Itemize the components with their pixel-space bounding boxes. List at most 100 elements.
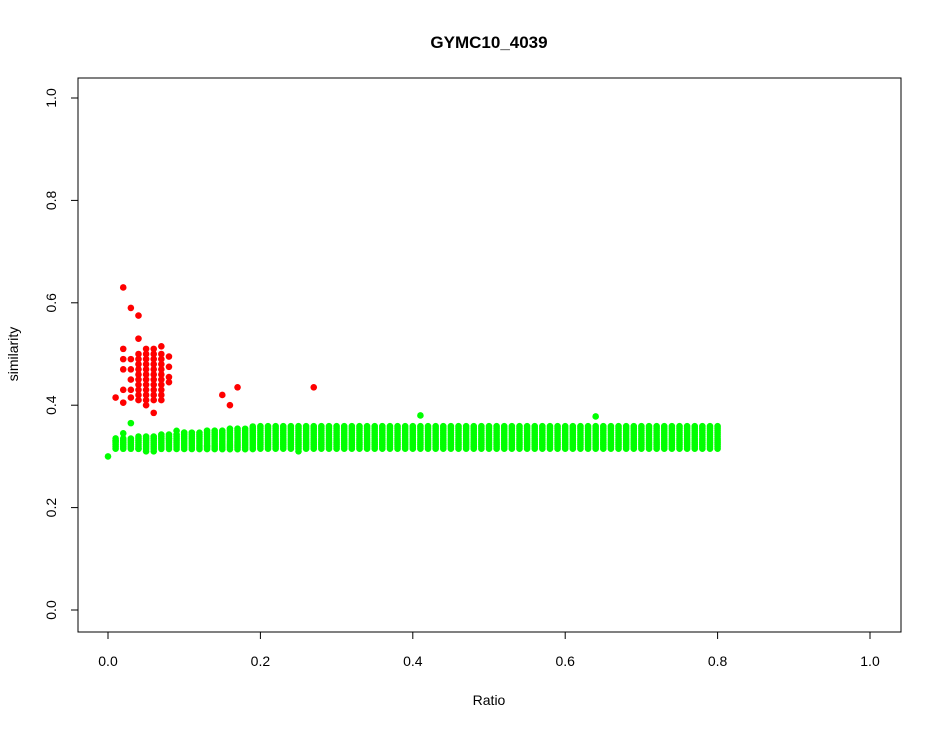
data-point bbox=[592, 413, 599, 420]
data-point bbox=[112, 394, 119, 401]
data-point bbox=[531, 422, 539, 430]
data-point bbox=[142, 391, 150, 399]
data-point bbox=[119, 435, 127, 442]
data-point bbox=[158, 343, 165, 350]
data-point bbox=[211, 427, 218, 434]
data-point bbox=[424, 422, 432, 430]
data-point bbox=[417, 422, 424, 430]
data-point bbox=[135, 312, 142, 319]
data-point bbox=[203, 427, 211, 434]
data-point bbox=[508, 422, 516, 430]
data-point bbox=[165, 378, 173, 386]
data-point bbox=[340, 422, 348, 430]
y-axis-label: similarity bbox=[5, 327, 21, 381]
data-point bbox=[348, 422, 356, 430]
data-point bbox=[158, 386, 165, 394]
chart-title: GYMC10_4039 bbox=[430, 33, 547, 52]
data-point bbox=[584, 422, 592, 430]
data-point bbox=[234, 383, 241, 391]
data-point bbox=[135, 445, 142, 453]
data-point bbox=[219, 427, 226, 434]
data-point bbox=[158, 376, 165, 383]
data-point bbox=[158, 431, 165, 438]
data-point bbox=[287, 422, 295, 430]
data-point bbox=[135, 391, 142, 399]
data-point bbox=[272, 422, 279, 430]
data-point bbox=[150, 345, 158, 353]
data-point bbox=[142, 350, 150, 358]
data-point bbox=[356, 422, 363, 430]
data-point bbox=[150, 447, 158, 455]
data-point bbox=[668, 422, 676, 430]
data-point bbox=[447, 422, 455, 430]
data-point bbox=[257, 422, 264, 430]
data-point bbox=[569, 422, 577, 430]
data-point bbox=[417, 412, 424, 419]
data-point bbox=[660, 422, 668, 430]
x-tick-label: 0.4 bbox=[403, 653, 423, 669]
data-point bbox=[409, 422, 417, 430]
data-point bbox=[165, 373, 173, 381]
data-point bbox=[691, 422, 699, 430]
data-point bbox=[119, 366, 127, 373]
data-point bbox=[158, 371, 165, 378]
data-point bbox=[683, 422, 691, 430]
data-point bbox=[363, 422, 371, 430]
data-point bbox=[333, 422, 340, 430]
data-point bbox=[142, 360, 150, 368]
data-point bbox=[135, 335, 142, 342]
data-point bbox=[219, 391, 226, 399]
data-point bbox=[401, 422, 409, 430]
data-point bbox=[135, 386, 142, 394]
data-point bbox=[142, 386, 150, 394]
data-point bbox=[135, 366, 142, 373]
data-point bbox=[432, 422, 439, 430]
data-point bbox=[127, 366, 135, 373]
data-point bbox=[310, 422, 318, 430]
data-point bbox=[577, 422, 584, 430]
data-point bbox=[561, 422, 569, 430]
data-point bbox=[295, 422, 302, 430]
data-point bbox=[142, 396, 150, 404]
data-point bbox=[264, 422, 272, 430]
data-point bbox=[226, 425, 234, 432]
data-point bbox=[180, 429, 188, 436]
y-tick-label: 0.2 bbox=[43, 498, 59, 518]
points-layer bbox=[104, 284, 721, 460]
data-point bbox=[234, 425, 241, 433]
data-point bbox=[615, 422, 622, 430]
data-point bbox=[325, 422, 333, 430]
data-point bbox=[127, 355, 135, 363]
x-tick-label: 0.0 bbox=[98, 653, 118, 669]
data-point bbox=[119, 430, 127, 437]
data-point bbox=[478, 422, 485, 430]
data-point bbox=[295, 447, 302, 455]
data-point bbox=[645, 422, 653, 430]
data-point bbox=[112, 437, 119, 445]
data-point bbox=[150, 396, 158, 404]
data-point bbox=[249, 423, 257, 430]
data-point bbox=[150, 366, 158, 373]
data-point bbox=[127, 419, 135, 427]
data-point bbox=[150, 409, 158, 417]
data-point bbox=[470, 442, 478, 450]
data-point bbox=[699, 422, 706, 430]
y-tick-label: 0.4 bbox=[43, 395, 59, 415]
data-point bbox=[104, 453, 112, 460]
x-tick-label: 0.6 bbox=[555, 653, 575, 669]
data-point bbox=[142, 345, 150, 353]
data-point bbox=[158, 360, 165, 368]
data-point bbox=[554, 422, 561, 430]
data-point bbox=[630, 422, 638, 430]
data-point bbox=[150, 371, 158, 378]
data-point bbox=[158, 391, 165, 399]
y-tick-label: 1.0 bbox=[43, 88, 59, 108]
data-point bbox=[150, 386, 158, 394]
data-point bbox=[607, 422, 615, 430]
data-point bbox=[135, 376, 142, 383]
data-point bbox=[142, 366, 150, 373]
data-point bbox=[119, 386, 127, 394]
data-point bbox=[142, 355, 150, 363]
data-point bbox=[302, 422, 310, 430]
data-point bbox=[142, 376, 150, 383]
